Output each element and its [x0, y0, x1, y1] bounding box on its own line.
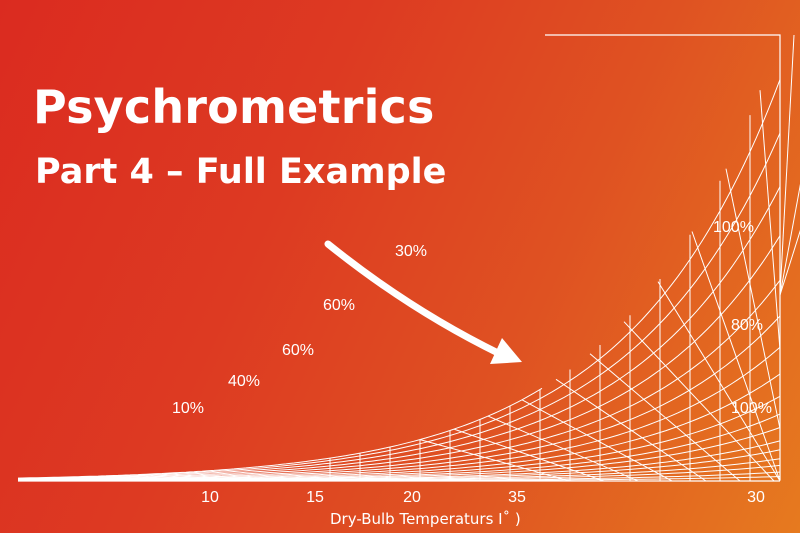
rh-curve: [18, 346, 781, 481]
rh-curves: [17, 79, 781, 482]
page-subtitle: Part 4 – Full Example: [35, 152, 447, 192]
x-tick-10: 10: [201, 489, 219, 506]
enthalpy-line: [779, 183, 800, 296]
rh-label-40: 40%: [228, 373, 261, 390]
x-tick-15: 15: [306, 489, 324, 506]
x-axis-label: Dry-Bulb Temperaturs I˚ ): [330, 510, 521, 528]
enthalpy-line: [419, 439, 571, 482]
x-tick-30: 30: [747, 489, 765, 506]
rh-label-100-top: 100%: [713, 219, 754, 236]
enthalpy-line: [779, 34, 795, 296]
rh-label-60-upper: 60%: [323, 297, 356, 314]
rh-curve: [17, 132, 781, 480]
rh-label-60-lower: 60%: [282, 342, 315, 359]
x-tick-20: 20: [403, 489, 421, 506]
rh-curve: [17, 279, 781, 481]
enthalpy-line: [657, 281, 781, 482]
curved-arrow-icon: [324, 240, 522, 364]
enthalpy-line: [555, 378, 707, 482]
enthalpy-line: [521, 399, 673, 482]
enthalpy-line: [725, 168, 781, 429]
rh-curve: [17, 79, 781, 479]
page-title: Psychrometrics: [33, 80, 435, 134]
rh-label-100-bottom: 100%: [731, 400, 772, 417]
enthalpy-line: [453, 428, 605, 482]
enthalpy-lines: [419, 34, 800, 482]
rh-curve: [18, 315, 781, 481]
x-tick-35: 35: [508, 489, 526, 506]
enthalpy-line: [779, 229, 800, 296]
enthalpy-line: [691, 231, 781, 482]
rh-label-30: 30%: [395, 243, 428, 260]
dry-bulb-lines: [329, 115, 751, 481]
rh-label-80: 80%: [731, 317, 764, 334]
rh-curve: [17, 186, 781, 480]
enthalpy-line: [589, 353, 741, 482]
rh-curve: [17, 235, 781, 480]
rh-label-10: 10%: [172, 400, 205, 417]
enthalpy-line: [623, 321, 775, 482]
enthalpy-line: [487, 415, 639, 482]
chart-frame: [18, 34, 781, 482]
enthalpy-line: [759, 90, 781, 351]
